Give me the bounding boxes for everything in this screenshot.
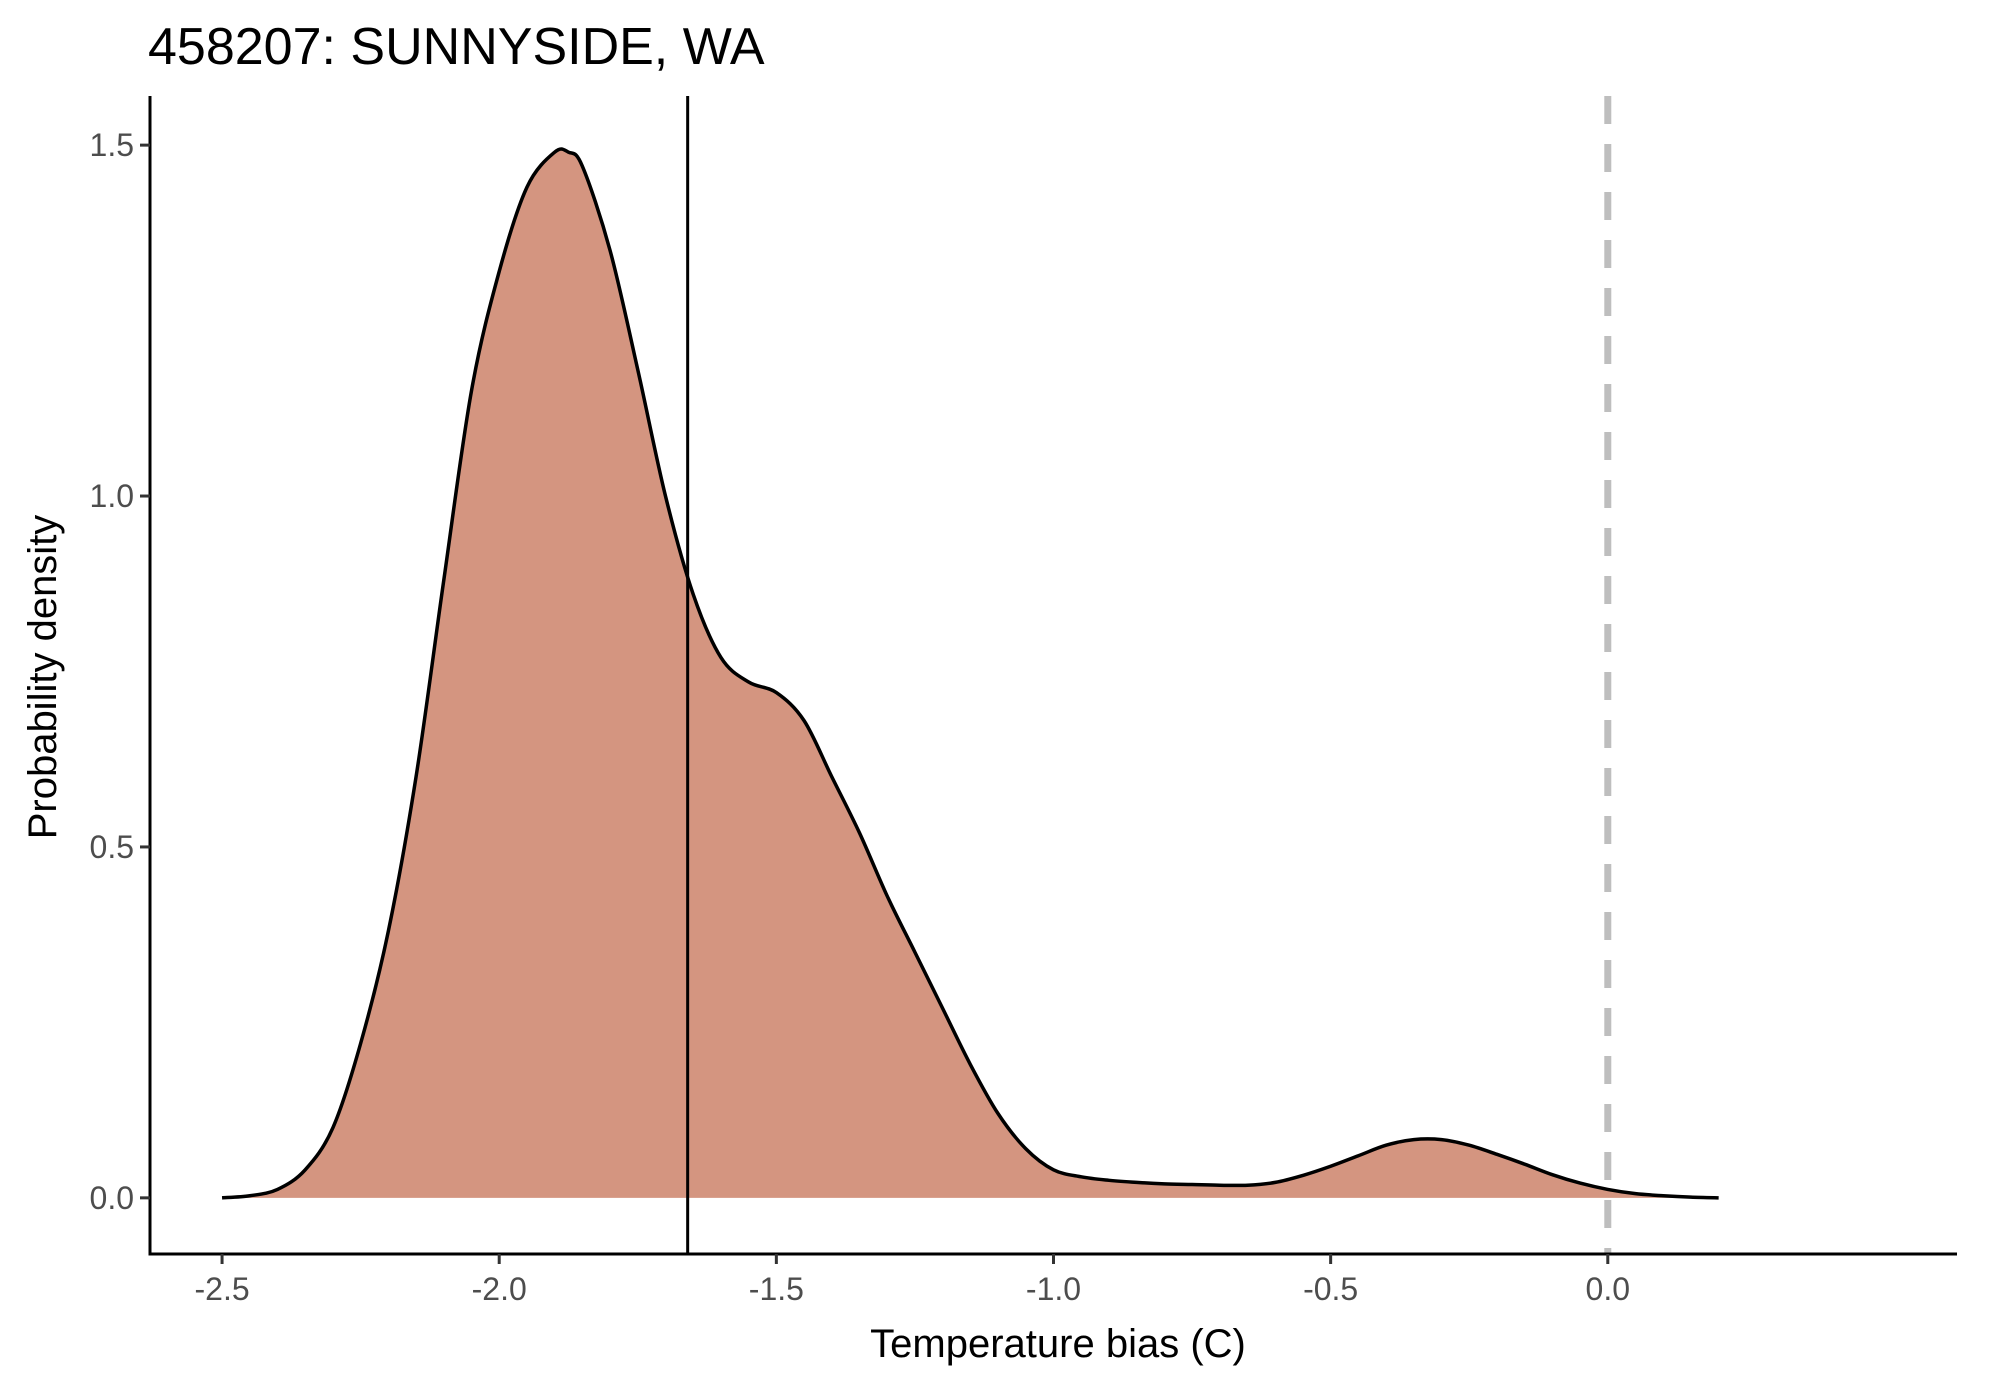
x-axis-ticks: -2.5 -2.0 -1.5 -1.0 -0.5 0.0 — [194, 1254, 1630, 1307]
x-tick-label: -0.5 — [1303, 1271, 1358, 1307]
x-tick-label: -2.5 — [194, 1271, 249, 1307]
y-tick-label: 1.0 — [90, 478, 134, 514]
density-curve — [221, 147, 1719, 1200]
y-axis-ticks: 0.0 0.5 1.0 1.5 — [90, 127, 150, 1216]
x-tick-label: -1.5 — [749, 1271, 804, 1307]
x-tick-label: -2.0 — [472, 1271, 527, 1307]
x-tick-label: -1.0 — [1026, 1271, 1081, 1307]
y-axis-label: Probability density — [21, 515, 65, 840]
chart-title: 458207: SUNNYSIDE, WA — [148, 18, 765, 76]
density-area — [222, 148, 1719, 1198]
x-axis-label: Temperature bias (C) — [870, 1322, 1246, 1366]
plot-area — [221, 96, 1719, 1254]
x-tick-label: 0.0 — [1586, 1271, 1630, 1307]
y-tick-label: 1.5 — [90, 127, 134, 163]
y-tick-label: 0.0 — [90, 1180, 134, 1216]
y-tick-label: 0.5 — [90, 829, 134, 865]
